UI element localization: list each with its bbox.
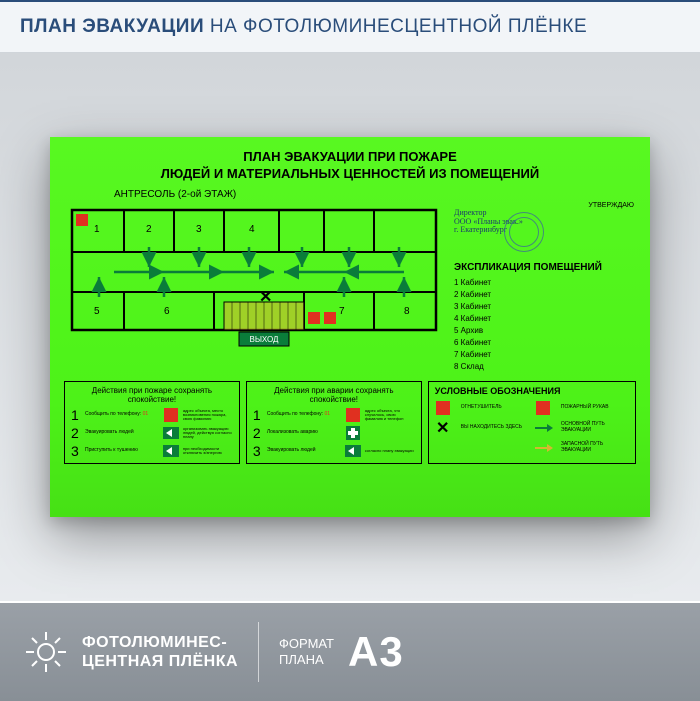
- room-item: 7 Кабинет: [454, 349, 634, 361]
- svg-text:5: 5: [94, 306, 100, 317]
- svg-text:6: 6: [164, 306, 170, 317]
- main-area: ПЛАН ЭВАКУАЦИИ ПРИ ПОЖАРЕ ЛЮДЕЙ И МАТЕРИ…: [0, 53, 700, 601]
- step-row: 2Локализовать аварию: [253, 425, 415, 441]
- svg-text:ВЫХОД: ВЫХОД: [250, 335, 280, 344]
- room-item: 4 Кабинет: [454, 313, 634, 325]
- sun-icon: [24, 630, 68, 674]
- header-bold: ПЛАН ЭВАКУАЦИИ: [20, 16, 204, 37]
- room-item: 1 Кабинет: [454, 277, 634, 289]
- floor-label: АНТРЕСОЛЬ (2-ой ЭТАЖ): [114, 189, 636, 200]
- step-row: 1Сообщить по телефону: 01адрес объекта, …: [253, 407, 415, 423]
- you-are-here-icon: ✕: [436, 418, 449, 438]
- floorplan: 1 2 3 4 5 6 7 8 ✕ ВЫХОД: [64, 202, 444, 362]
- format-value: A3: [348, 628, 404, 676]
- run-icon: [163, 427, 179, 439]
- stamp-icon: [504, 212, 544, 252]
- svg-text:8: 8: [404, 306, 410, 317]
- footer-separator: [258, 622, 259, 682]
- feature-format: ФОРМАТ ПЛАНА A3: [279, 628, 404, 676]
- legend-block: УСЛОВНЫЕ ОБОЗНАЧЕНИЯ ОГНЕТУШИТЕЛЬПОЖАРНЫ…: [428, 381, 636, 464]
- phone-icon: [346, 408, 360, 422]
- footer: ФОТОЛЮМИНЕС- ЦЕНТНАЯ ПЛЁНКА ФОРМАТ ПЛАНА…: [0, 601, 700, 701]
- approval-block: УТВЕРЖДАЮ ДиректорООО «Планы эвак.»г. Ек…: [454, 202, 634, 262]
- alt-path-icon: [535, 447, 551, 449]
- svg-text:2: 2: [146, 224, 152, 235]
- svg-text:4: 4: [249, 224, 255, 235]
- evacuation-plan-card: ПЛАН ЭВАКУАЦИИ ПРИ ПОЖАРЕ ЛЮДЕЙ И МАТЕРИ…: [50, 137, 650, 517]
- room-item: 3 Кабинет: [454, 301, 634, 313]
- header-rest: НА ФОТОЛЮМИНЕСЦЕНТНОЙ ПЛЁНКЕ: [204, 16, 587, 37]
- page-header: ПЛАН ЭВАКУАЦИИ НА ФОТОЛЮМИНЕСЦЕНТНОЙ ПЛЁ…: [0, 0, 700, 53]
- plan-area: 1 2 3 4 5 6 7 8 ✕ ВЫХОД УТВЕРЖДАЮ ДиректорООО «Пл…: [64, 202, 636, 373]
- step-row: 3Приступить к тушениюпри необходимости о…: [71, 443, 233, 459]
- run-icon: [163, 445, 179, 457]
- svg-text:7: 7: [339, 306, 345, 317]
- room-item: 6 Кабинет: [454, 337, 634, 349]
- feature-photolum: ФОТОЛЮМИНЕС- ЦЕНТНАЯ ПЛЁНКА: [24, 630, 238, 674]
- hydrant-icon: [536, 401, 550, 415]
- medkit-icon: [346, 426, 360, 440]
- svg-text:3: 3: [196, 224, 202, 235]
- step-row: 3Эвакуировать людейсогласно плану эвакуа…: [253, 443, 415, 459]
- step-row: 2Эвакуировать людейорганизовать эвакуаци…: [71, 425, 233, 441]
- side-panel: УТВЕРЖДАЮ ДиректорООО «Планы эвак.»г. Ек…: [454, 202, 634, 373]
- bottom-blocks: Действия при пожаре сохранять спокойстви…: [64, 381, 636, 464]
- step-row: 1Сообщить по телефону: 01адрес объекта, …: [71, 407, 233, 423]
- room-item: 5 Архив: [454, 325, 634, 337]
- room-item: 8 Склад: [454, 361, 634, 373]
- card-title: ПЛАН ЭВАКУАЦИИ ПРИ ПОЖАРЕ ЛЮДЕЙ И МАТЕРИ…: [64, 149, 636, 183]
- explication: ЭКСПЛИКАЦИЯ ПОМЕЩЕНИЙ 1 Кабинет2 Кабинет…: [454, 262, 634, 373]
- extinguisher-icon: [436, 401, 450, 415]
- fire-actions-block: Действия при пожаре сохранять спокойстви…: [64, 381, 240, 464]
- fire-steps: 1Сообщить по телефону: 01адрес объекта, …: [71, 407, 233, 459]
- main-path-icon: [535, 427, 551, 429]
- legend-grid: ОГНЕТУШИТЕЛЬПОЖАРНЫЙ РУКАВ✕ВЫ НАХОДИТЕСЬ…: [435, 400, 629, 456]
- accident-steps: 1Сообщить по телефону: 01адрес объекта, …: [253, 407, 415, 459]
- svg-text:✕: ✕: [259, 289, 272, 306]
- accident-actions-block: Действия при аварии сохранять спокойстви…: [246, 381, 422, 464]
- svg-text:1: 1: [94, 224, 100, 235]
- floorplan-svg: 1 2 3 4 5 6 7 8 ✕ ВЫХОД: [64, 202, 444, 362]
- phone-icon: [164, 408, 178, 422]
- room-list: 1 Кабинет2 Кабинет3 Кабинет4 Кабинет5 Ар…: [454, 277, 634, 373]
- run-icon: [345, 445, 361, 457]
- room-item: 2 Кабинет: [454, 289, 634, 301]
